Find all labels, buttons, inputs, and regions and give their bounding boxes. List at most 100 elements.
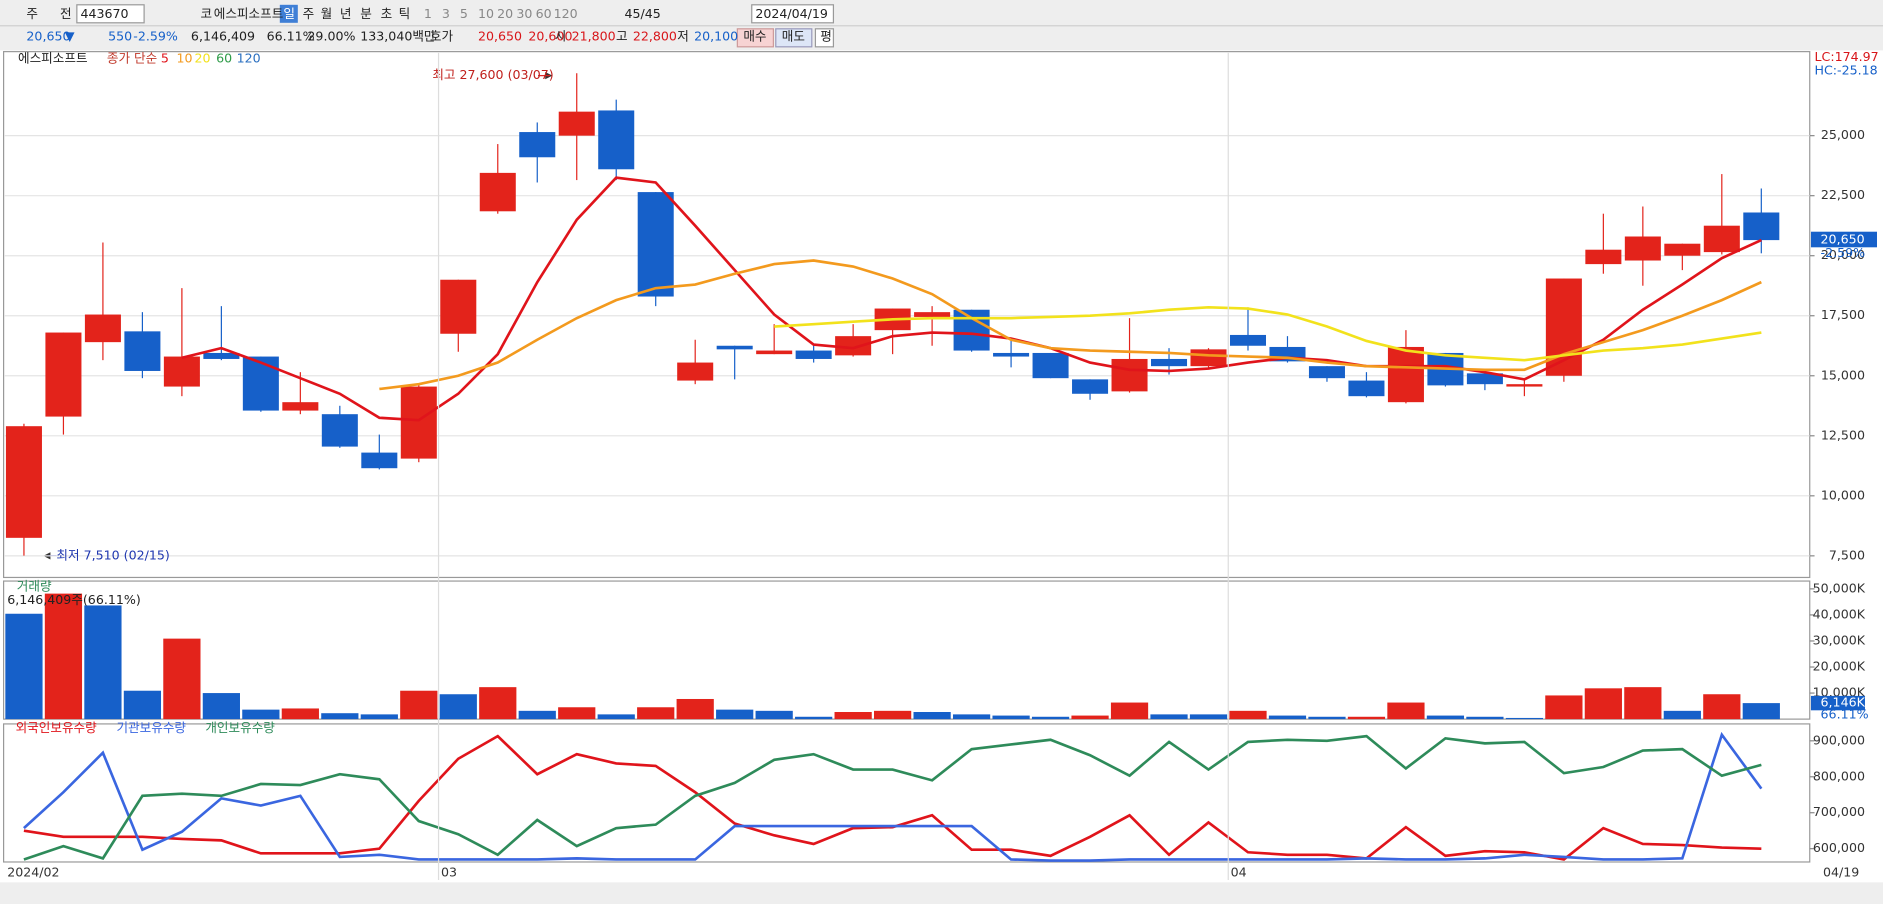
candle-body — [1072, 379, 1109, 394]
label: 12,500 — [1821, 427, 1865, 442]
label: 550 — [108, 29, 132, 44]
volume-bar — [558, 707, 596, 720]
label: 최고 27,600 (03/07) — [432, 67, 553, 82]
candle-body — [321, 414, 358, 447]
volume-bar — [1347, 716, 1386, 720]
label: 120 — [237, 50, 261, 65]
candle-body — [1190, 349, 1227, 367]
label: 분 — [360, 6, 372, 21]
label: HC:-25.18 — [1815, 62, 1878, 77]
volume-bar — [874, 710, 912, 720]
label: 40,000K — [1813, 606, 1866, 621]
holding-line — [23, 734, 1762, 861]
label: 20,650 — [478, 29, 522, 44]
volume-bar — [400, 690, 438, 720]
sell-button[interactable] — [775, 28, 813, 48]
candle-body — [282, 402, 319, 411]
label: 20 — [195, 50, 211, 65]
volume-bar — [1031, 716, 1070, 720]
label: 10 — [478, 6, 494, 21]
label: 30 — [516, 6, 532, 21]
volume-bar — [716, 709, 754, 720]
volume-bar — [123, 690, 162, 720]
label: 10,000 — [1821, 487, 1865, 502]
bottom-bar — [0, 882, 1883, 904]
volume-bar — [439, 694, 477, 720]
candle-body — [440, 279, 477, 334]
label: 매도 — [782, 29, 805, 44]
label: 월 — [321, 6, 333, 21]
label: 900,000 — [1813, 732, 1865, 747]
label: -2.59% — [1821, 245, 1866, 260]
candle-body — [1387, 346, 1424, 403]
label: 20,650 — [1821, 232, 1865, 247]
candle-body — [242, 356, 279, 411]
volume-bar — [1703, 694, 1741, 720]
buy-button[interactable] — [736, 28, 774, 48]
label: 15,000 — [1821, 367, 1865, 382]
label: 700,000 — [1813, 804, 1865, 819]
label: 6,146,409주(66.11%) — [7, 592, 141, 607]
holding-line — [23, 731, 1763, 862]
date-input[interactable] — [751, 4, 835, 24]
label: 45/45 — [624, 6, 660, 21]
label: 66.11% — [1821, 707, 1869, 722]
volume-bar — [992, 715, 1030, 720]
label: 20,000 — [1821, 247, 1865, 262]
holding-line — [23, 734, 1762, 861]
label: 21,800 — [572, 29, 616, 44]
price-panel — [3, 51, 1811, 579]
volume-bar — [597, 714, 635, 720]
label: 기관보유수량 — [116, 720, 186, 735]
candle-body — [124, 331, 161, 371]
volume-bar — [518, 710, 556, 720]
candle-body — [1624, 236, 1661, 261]
candle-body — [914, 312, 951, 317]
volume-bar — [360, 714, 398, 720]
label: 5 — [460, 6, 468, 21]
label: 04 — [1231, 864, 1247, 879]
candle-body — [993, 352, 1030, 357]
label: 60 — [216, 50, 232, 65]
avg-button[interactable] — [814, 28, 835, 48]
volume-bar — [1387, 702, 1425, 720]
volume-bar — [1110, 702, 1149, 720]
candle-body — [84, 314, 121, 343]
volume-bar — [1466, 716, 1504, 720]
volume-bar — [1584, 688, 1622, 720]
label: 600,000 — [1813, 840, 1865, 855]
label: 호가 — [430, 29, 454, 44]
label: 66.11% — [267, 29, 315, 44]
candle-body — [716, 345, 753, 350]
candle-body — [1111, 358, 1148, 392]
label: 년 — [340, 6, 352, 21]
volume-bar — [795, 716, 833, 720]
label: 04/19 — [1823, 864, 1859, 879]
label: 고 — [616, 29, 628, 44]
label: 주 — [26, 6, 38, 21]
volume-bar — [44, 593, 83, 720]
label: 에스피소프트 — [18, 50, 88, 65]
volume-bar — [1426, 715, 1465, 720]
ma-line — [379, 259, 1762, 391]
candle-body — [1229, 334, 1267, 346]
label: 10,000K — [1813, 685, 1866, 700]
volume-bar — [952, 714, 991, 720]
period-selected[interactable] — [279, 4, 298, 23]
volume-bar — [163, 638, 201, 720]
volume-bar — [676, 698, 714, 720]
candle-body — [835, 336, 872, 356]
volume-bar — [242, 709, 280, 720]
label: 29.00% — [307, 29, 355, 44]
label: 25,000 — [1821, 127, 1865, 142]
candle-body — [1743, 212, 1780, 241]
code-input[interactable] — [76, 4, 145, 24]
volume-bar — [321, 713, 359, 720]
candle-body — [1506, 384, 1543, 387]
volume-bar — [1150, 714, 1188, 720]
volume-bar — [1268, 715, 1307, 720]
volume-bar — [5, 613, 43, 720]
volume-bar — [755, 710, 793, 720]
candle-body — [1032, 352, 1069, 379]
